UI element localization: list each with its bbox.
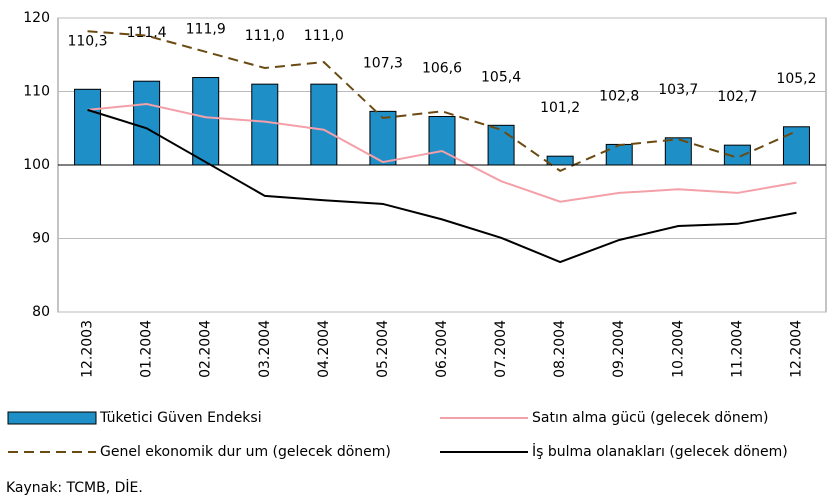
data-label: 111,0	[304, 28, 344, 44]
legend-swatch	[7, 411, 97, 425]
bar	[428, 115, 456, 166]
x-tick-label: 02.2004	[198, 320, 214, 378]
bar	[487, 124, 515, 166]
x-tick-label: 05.2004	[375, 320, 391, 378]
data-label: 105,4	[481, 69, 521, 85]
y-tick-label: 120	[23, 10, 50, 26]
data-label: 111,9	[186, 22, 226, 38]
y-tick-label: 90	[32, 231, 50, 247]
legend-label: Satın alma gücü (gelecek dönem)	[532, 410, 768, 426]
x-tick-label: 12.2004	[788, 320, 804, 378]
bar	[310, 83, 338, 166]
bar	[251, 83, 279, 166]
line	[87, 30, 797, 173]
x-tick-label: 01.2004	[139, 320, 155, 378]
x-tick-label: 09.2004	[611, 320, 627, 378]
x-tick-label: 11.2004	[729, 320, 745, 378]
x-tick-label: 07.2004	[493, 320, 509, 378]
x-tick-label: 08.2004	[552, 320, 568, 378]
legend-label: Tüketici Güven Endeksi	[99, 410, 262, 426]
line	[87, 108, 797, 264]
y-tick-label: 110	[23, 84, 50, 100]
x-tick-label: 10.2004	[670, 320, 686, 378]
data-label: 102,7	[717, 89, 757, 105]
x-tick-label: 06.2004	[434, 320, 450, 378]
bar	[369, 110, 397, 166]
bar	[192, 77, 220, 166]
legend-label: Genel ekonomik dur um (gelecek dönem)	[100, 444, 391, 460]
data-label: 107,3	[363, 55, 403, 71]
x-tick-label: 12.2003	[80, 320, 96, 378]
data-label: 111,0	[245, 28, 285, 44]
data-label: 102,8	[599, 88, 639, 104]
y-tick-label: 100	[23, 157, 50, 173]
bar	[133, 80, 161, 166]
data-label: 103,7	[658, 82, 698, 98]
data-label: 111,4	[127, 25, 167, 41]
data-label: 106,6	[422, 60, 462, 76]
line	[87, 102, 797, 203]
x-tick-label: 03.2004	[257, 320, 273, 378]
source: Kaynak: TCMB, DİE.	[6, 478, 143, 496]
legend-label: İş bulma olanakları (gelecek dönem)	[532, 442, 788, 460]
data-label: 101,2	[540, 100, 580, 116]
bar	[74, 88, 102, 166]
data-label: 110,3	[67, 33, 107, 49]
data-label: 105,2	[776, 71, 816, 87]
y-tick-label: 80	[32, 304, 50, 320]
x-tick-label: 04.2004	[316, 320, 332, 378]
bar	[782, 126, 810, 166]
bar	[605, 143, 633, 166]
